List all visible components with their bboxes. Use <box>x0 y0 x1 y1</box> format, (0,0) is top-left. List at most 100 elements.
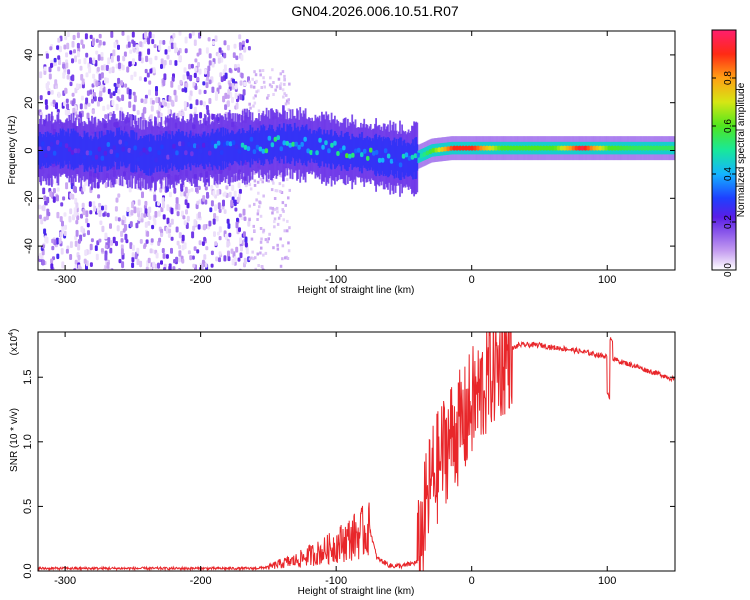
spectrogram-speckle <box>128 89 132 96</box>
spectrogram-speckle <box>85 218 89 224</box>
spectrogram-band <box>103 136 105 166</box>
spectrogram-band <box>395 138 398 178</box>
spectrogram-speckle <box>77 243 81 251</box>
spectrogram-speckle <box>55 102 58 110</box>
spectrogram-band <box>146 135 149 175</box>
spectrogram-speckle <box>188 33 192 39</box>
spectrogram-speckle <box>199 112 203 119</box>
spectrogram-speckle <box>174 60 178 66</box>
spectrogram-speckle <box>154 211 158 218</box>
spectrogram-band <box>362 140 364 166</box>
spectrogram-speckle <box>86 223 90 228</box>
colorbar-tick-label: 0.6 <box>723 119 734 133</box>
spectrogram-speckle <box>196 76 200 82</box>
spectrogram-band <box>406 142 409 177</box>
spectrogram-speckle <box>279 86 282 90</box>
spectrogram-speckle <box>254 256 257 260</box>
spectrogram-speckle <box>148 80 152 85</box>
spectrogram-band <box>330 129 333 170</box>
spectrogram-band <box>250 133 253 159</box>
spectrogram-speckle <box>160 64 163 69</box>
spectrogram-speckle <box>271 206 274 210</box>
spectrogram-speckle <box>76 51 80 58</box>
spectrogram-peak <box>476 145 480 151</box>
spectrogram-speckle <box>250 176 253 180</box>
spectrogram-speckle <box>117 89 121 95</box>
spectrogram-speckle <box>270 188 274 192</box>
spectrogram-band <box>209 135 212 164</box>
spectrogram-speckle <box>86 112 90 120</box>
spectrogram-speckle <box>120 244 124 250</box>
spectrogram-speckle <box>46 81 50 86</box>
spectrogram-speckle <box>116 55 120 62</box>
spectrogram-speckle <box>253 183 257 187</box>
spectrogram-band <box>107 130 110 171</box>
spectrogram-speckle <box>132 41 136 48</box>
colorbar-tick-label: 0.8 <box>723 71 734 85</box>
spectrogram-band <box>266 130 269 160</box>
spectrogram-speckle <box>135 44 139 49</box>
spectrogram-speckle <box>186 71 190 77</box>
spectrogram-band <box>319 129 322 167</box>
spectrogram-speckle <box>208 220 212 227</box>
spectrogram-band <box>313 130 316 164</box>
spectrogram-speckle <box>243 257 247 265</box>
spectrogram-band <box>278 124 281 164</box>
spectrogram-speckle <box>64 36 68 41</box>
spectrogram-speckle <box>280 191 284 194</box>
spectrogram-speckle <box>282 209 285 213</box>
spectrogram-x-axis: -300 -200 -100 0 100 <box>54 31 616 286</box>
spectrogram-speckle <box>204 262 208 268</box>
spectrogram-peak <box>216 140 221 146</box>
spectrogram-band <box>182 131 184 170</box>
spectrogram-peak <box>670 145 674 151</box>
spectrogram-speckle <box>83 57 87 65</box>
spectrogram-band <box>314 133 317 160</box>
spectrogram-speckle <box>117 44 120 50</box>
spectrogram-peak <box>592 145 597 151</box>
spectrogram-peak <box>160 144 164 150</box>
spectrogram-ridge <box>38 105 675 197</box>
spectrogram-speckle <box>121 218 125 226</box>
spectrogram-speckle <box>92 201 96 207</box>
spectrogram-speckle <box>287 241 290 245</box>
spectrogram-band <box>331 136 334 164</box>
spectrogram-speckle <box>286 257 290 260</box>
spectrogram-speckle <box>166 217 170 225</box>
spectrogram-speckle <box>120 238 124 243</box>
spectrogram-speckle <box>274 189 278 193</box>
spectrogram-band <box>116 127 118 170</box>
spectrogram-band <box>367 139 370 168</box>
spectrogram-speckle <box>116 225 120 232</box>
spectrogram-peak <box>541 145 546 151</box>
spectrogram-speckle <box>183 220 187 226</box>
spectrogram-y-tick-label: 0 <box>23 147 35 153</box>
spectrogram-peak <box>610 145 614 151</box>
spectrogram-speckle <box>48 73 52 80</box>
spectrogram-speckle <box>258 205 261 209</box>
spectrogram-speckle <box>122 215 126 221</box>
spectrogram-peak <box>91 156 96 161</box>
spectrogram-speckle <box>80 213 83 219</box>
spectrogram-speckle <box>102 105 106 112</box>
spectrogram-speckle <box>203 254 207 260</box>
spectrogram-band <box>252 132 255 159</box>
spectrogram-speckle <box>239 237 243 244</box>
spectrogram-speckle <box>167 233 171 238</box>
spectrogram-peak <box>282 140 286 146</box>
spectrogram-speckle <box>176 240 180 246</box>
spectrogram-peak <box>219 150 224 155</box>
spectrogram-speckle <box>235 221 239 229</box>
spectrogram-band <box>317 128 320 166</box>
spectrogram-speckle <box>162 64 166 69</box>
spectrogram-speckle <box>131 256 135 263</box>
spectrogram-speckle <box>84 33 88 40</box>
spectrogram-speckle <box>100 248 104 253</box>
spectrogram-band <box>55 132 58 166</box>
spectrogram-band <box>263 126 266 164</box>
spectrogram-peak <box>389 158 394 164</box>
spectrogram-peak <box>246 146 251 152</box>
spectrogram-peak <box>118 139 122 145</box>
spectrogram-peak <box>64 143 69 149</box>
spectrogram-peak <box>237 148 242 154</box>
